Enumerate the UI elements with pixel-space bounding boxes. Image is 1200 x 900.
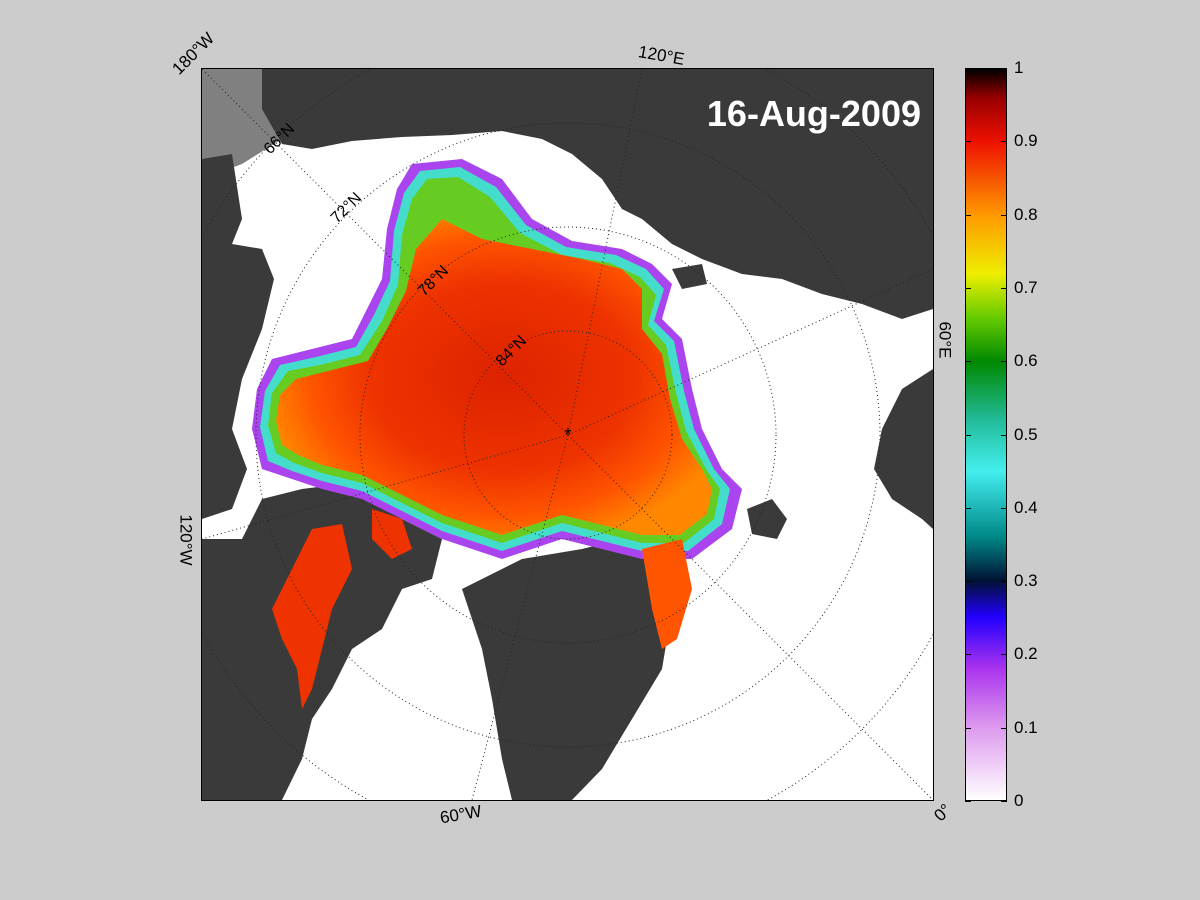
land-eurasia [262, 69, 933, 319]
sea-ice-channels-2 [372, 509, 412, 559]
colorbar-tick-label: 0.2 [1014, 644, 1038, 664]
land-franz-josef [672, 264, 707, 289]
colorbar-tick-left [965, 507, 971, 509]
colorbar-tick-left [965, 727, 971, 729]
colorbar-tick-right [1001, 361, 1007, 363]
sea-ice-east-greenland [642, 539, 692, 649]
land-alaska [202, 154, 274, 519]
date-title: 16-Aug-2009 [706, 93, 921, 134]
colorbar-tick-right [1001, 727, 1007, 729]
land-scandinavia [874, 369, 933, 529]
colorbar-tick-label: 0.4 [1014, 497, 1038, 517]
colorbar-tick-label: 0.1 [1014, 717, 1038, 737]
colorbar-tick-left [965, 141, 971, 143]
colorbar-tick-right [1001, 434, 1007, 436]
colorbar-tick-left [965, 581, 971, 583]
polar-map-svg: * 66°N 72°N 78°N 84°N [202, 69, 933, 800]
colorbar-tick-left [965, 434, 971, 436]
colorbar-tick-label: 0.6 [1014, 351, 1038, 371]
colorbar-tick-label: 0.5 [1014, 424, 1038, 444]
colorbar-tick-left [965, 654, 971, 656]
pole-marker: * [564, 425, 571, 445]
land-greenland [462, 539, 672, 800]
lon-label-60w: 60°W [438, 801, 484, 828]
colorbar-tick-label: 0.8 [1014, 204, 1038, 224]
sea-ice-channels [272, 524, 352, 709]
land-svalbard [747, 499, 787, 539]
colorbar-tick-label: 1 [1014, 58, 1024, 77]
colorbar-tick-right [1001, 581, 1007, 583]
lon-label-0: 0° [930, 800, 956, 826]
colorbar-tick-left [965, 287, 971, 289]
colorbar-tick-left [965, 214, 971, 216]
colorbar-tick-right [1001, 141, 1007, 143]
graticule [202, 69, 933, 800]
sea-ice-map: * 66°N 72°N 78°N 84°N 16-Aug-2009 [201, 68, 934, 801]
colorbar-tick-label: 0.9 [1014, 131, 1038, 151]
colorbar-tick-left [965, 68, 971, 69]
lon-label-120w: 120°W [176, 514, 196, 566]
colorbar-tick-right [1001, 507, 1007, 509]
colorbar-tick-label: 0.7 [1014, 277, 1038, 297]
lon-label-120e: 120°E [636, 42, 686, 69]
colorbar-tick-label: 0 [1014, 791, 1024, 810]
colorbar-tick-label: 0.3 [1014, 571, 1038, 591]
colorbar-tick-left [965, 361, 971, 363]
colorbar-tick-right [1001, 801, 1007, 802]
colorbar-tick-right [1001, 654, 1007, 656]
colorbar-tick-right [1001, 287, 1007, 289]
colorbar-tick-right [1001, 214, 1007, 216]
sea-ice-pack [276, 219, 712, 535]
colorbar-tick-right [1001, 68, 1007, 69]
lon-label-60e: 60°E [935, 321, 955, 359]
colorbar-tick-left [965, 801, 971, 802]
